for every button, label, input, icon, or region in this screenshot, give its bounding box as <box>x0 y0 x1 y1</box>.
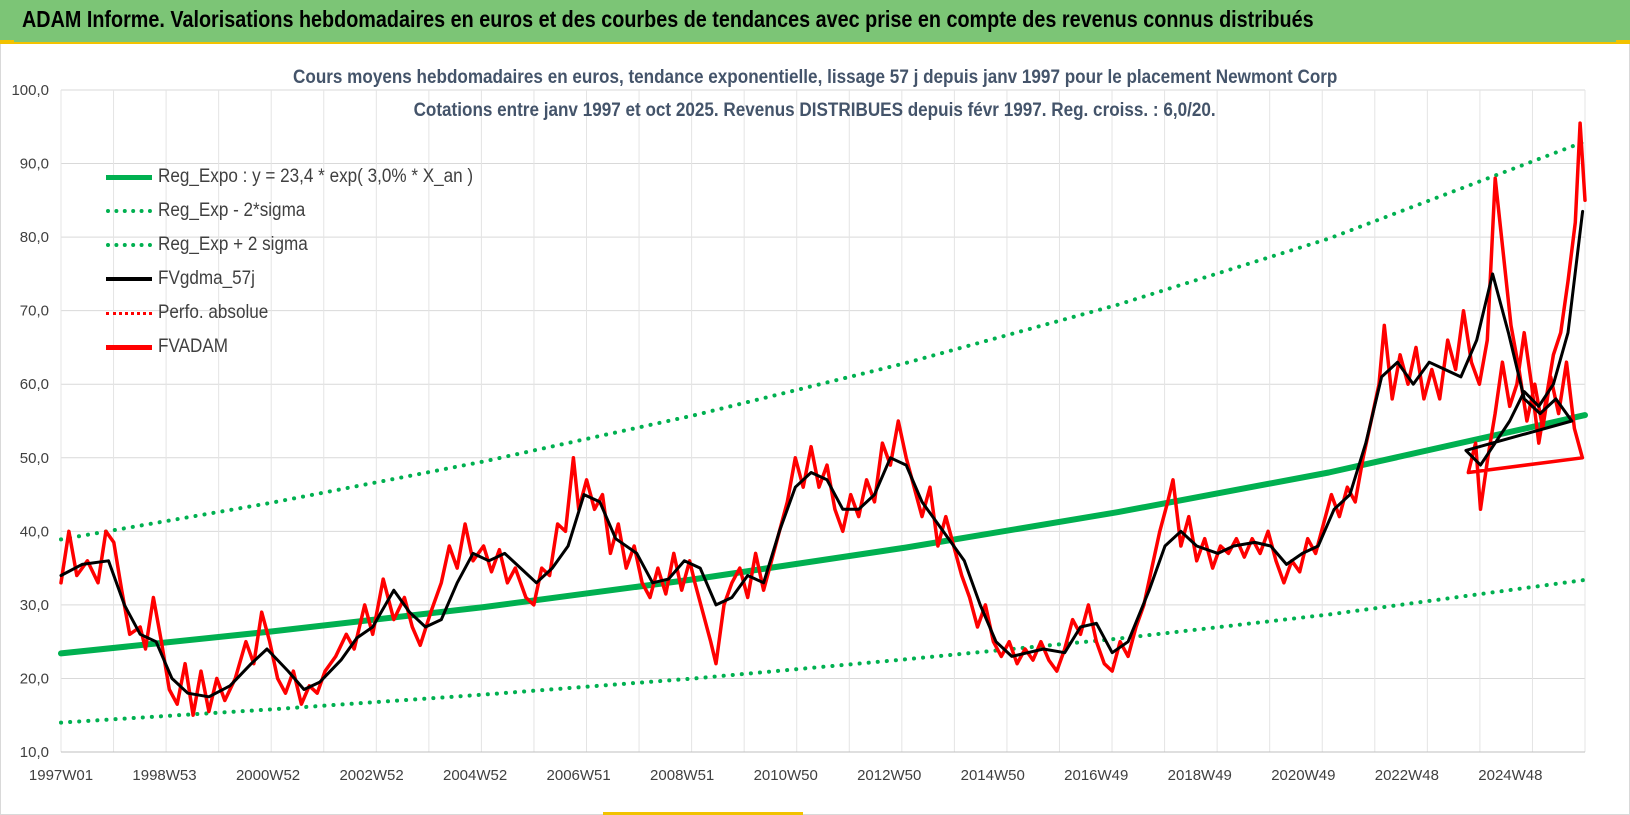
y-tick-label: 90,0 <box>20 156 49 173</box>
legend-swatch <box>106 311 152 315</box>
x-tick-label: 2020W49 <box>1271 767 1335 784</box>
legend-swatch <box>106 277 152 281</box>
y-tick-label: 60,0 <box>20 376 49 393</box>
y-tick-label: 100,0 <box>11 82 49 99</box>
y-tick-label: 70,0 <box>20 303 49 320</box>
legend-swatch <box>106 174 152 180</box>
x-tick-label: 2012W50 <box>857 767 921 784</box>
x-tick-label: 2004W52 <box>443 767 507 784</box>
legend-label: FVADAM <box>158 336 228 357</box>
x-tick-label: 2010W50 <box>754 767 818 784</box>
legend-label: Perfo. absolue <box>158 302 269 323</box>
bottom-accent <box>603 812 803 815</box>
x-tick-label: 2008W51 <box>650 767 714 784</box>
x-tick-label: 1997W01 <box>29 767 93 784</box>
y-tick-label: 40,0 <box>20 523 49 540</box>
legend-label: Reg_Expo : y = 23,4 * exp( 3,0% * X_an ) <box>158 166 474 187</box>
legend-item: Reg_Exp + 2 sigma <box>106 228 508 262</box>
series-line-0 <box>58 412 1588 657</box>
legend-item: Perfo. absolue <box>106 296 508 330</box>
x-tick-label: 1998W53 <box>132 767 196 784</box>
x-tick-label: 2002W52 <box>339 767 403 784</box>
series-line-2 <box>59 139 1587 542</box>
x-tick-label: 2016W49 <box>1064 767 1128 784</box>
series-line-3 <box>59 209 1585 699</box>
x-tick-label: 2022W48 <box>1375 767 1439 784</box>
y-tick-label: 20,0 <box>20 670 49 687</box>
x-tick-label: 2024W48 <box>1478 767 1542 784</box>
series-line-1 <box>59 577 1587 725</box>
legend-swatch <box>106 209 152 213</box>
x-tick-label: 2000W52 <box>236 767 300 784</box>
corner-mark-right <box>1616 40 1630 44</box>
legend-swatch <box>106 344 152 350</box>
header-banner: ADAM Informe. Valorisations hebdomadaire… <box>0 0 1630 44</box>
chart-title: Cours moyens hebdomadaires en euros, ten… <box>292 67 1338 88</box>
legend-label: Reg_Exp + 2 sigma <box>158 234 308 255</box>
chart-subtitle: Cotations entre janv 1997 et oct 2025. R… <box>413 100 1217 121</box>
y-tick-label: 30,0 <box>20 597 49 614</box>
x-tick-label: 2018W49 <box>1168 767 1232 784</box>
x-tick-label: 2014W50 <box>961 767 1025 784</box>
y-tick-label: 50,0 <box>20 450 49 467</box>
y-tick-label: 10,0 <box>20 744 49 761</box>
legend-label: FVgdma_57j <box>158 268 255 289</box>
x-tick-label: 2006W51 <box>547 767 611 784</box>
legend-item: Reg_Exp - 2*sigma <box>106 194 508 228</box>
legend-label: Reg_Exp - 2*sigma <box>158 200 306 221</box>
legend-item: Reg_Expo : y = 23,4 * exp( 3,0% * X_an ) <box>106 160 508 194</box>
legend-item: FVgdma_57j <box>106 262 508 296</box>
corner-mark-left <box>0 40 14 44</box>
legend-swatch <box>106 243 152 247</box>
chart-legend: Reg_Expo : y = 23,4 * exp( 3,0% * X_an )… <box>106 160 508 364</box>
legend-item: FVADAM <box>106 330 508 364</box>
banner-title: ADAM Informe. Valorisations hebdomadaire… <box>22 6 1314 32</box>
y-tick-label: 80,0 <box>20 229 49 246</box>
